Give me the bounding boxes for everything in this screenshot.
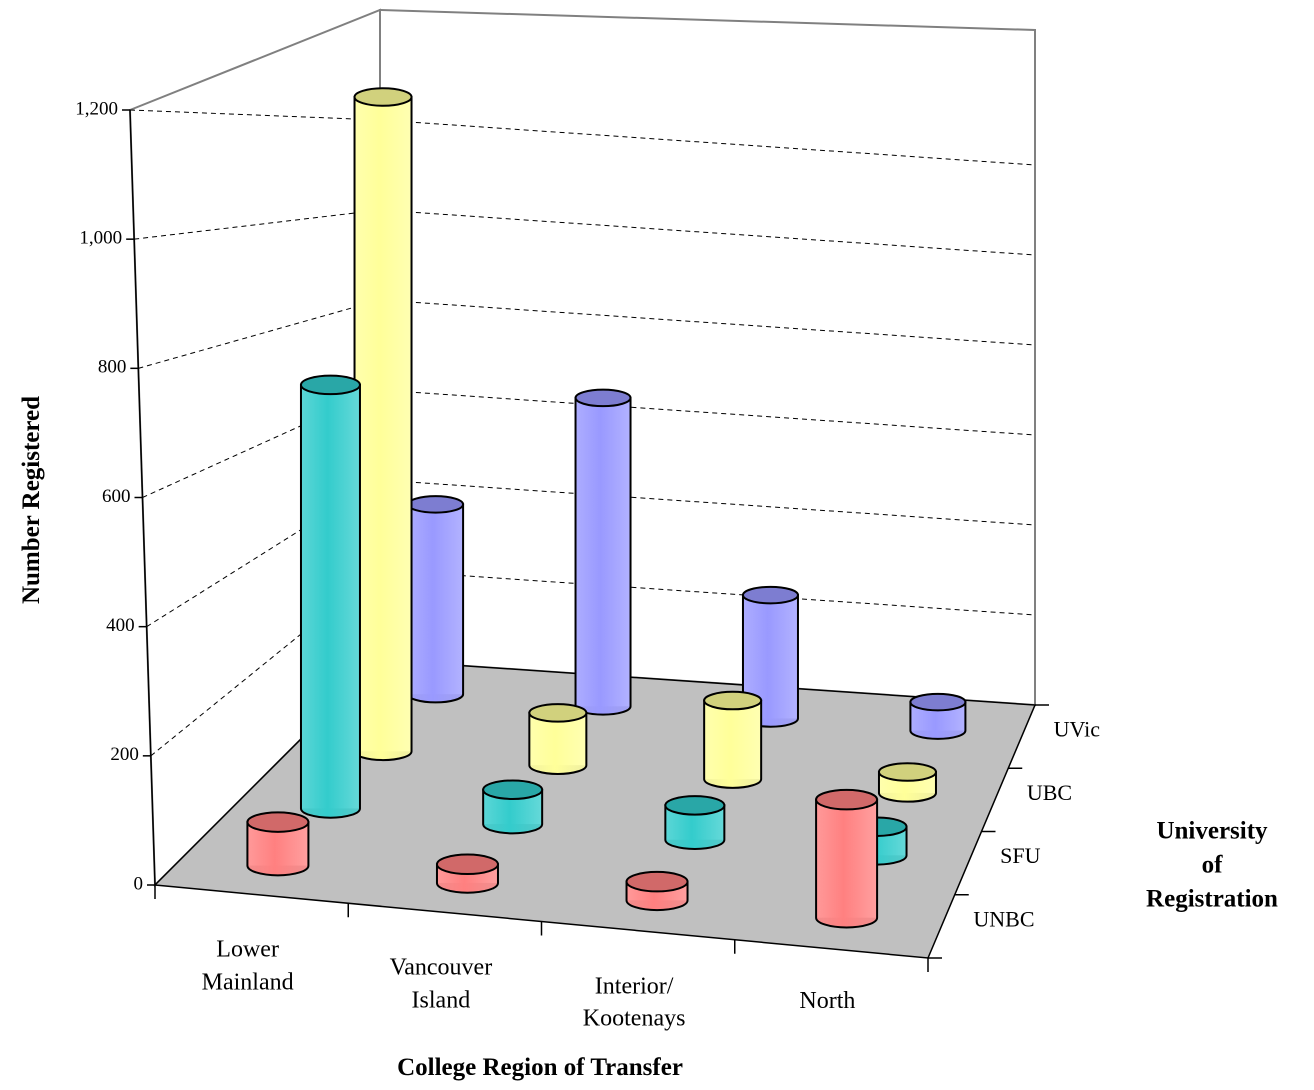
y-axis (129, 109, 156, 886)
cylinder (574, 396, 632, 716)
cylinder-top (353, 87, 413, 107)
z-tick-label: UNBC (973, 906, 1034, 931)
grid-line (379, 119, 1036, 166)
y-tick-label: 0 (134, 873, 144, 894)
x-tick-label: Interior/ Kootenays (582, 973, 686, 1032)
cylinder-top (625, 870, 689, 893)
cylinder-top (528, 703, 588, 723)
cylinder (246, 821, 310, 877)
cylinder (407, 503, 465, 704)
cylinder-top-shade (408, 496, 464, 513)
cylinder-top-shade (626, 871, 688, 892)
y-tick-label: 800 (98, 357, 127, 378)
cylinder (482, 788, 544, 835)
cylinder-top (703, 690, 763, 711)
x-tick-label: Vancouver Island (389, 954, 493, 1014)
cylinder-top-shade (529, 704, 587, 722)
cylinder-top-shade (483, 780, 543, 799)
cylinder-top-shade (354, 88, 412, 106)
cylinder-top (909, 692, 967, 712)
cylinder-top (482, 779, 544, 800)
grid-line (379, 209, 1036, 256)
grid-line (379, 479, 1036, 526)
z-tick-label: SFU (1000, 843, 1040, 868)
cylinder-top-shade (247, 812, 309, 832)
x-tick-label: North (799, 987, 856, 1014)
cylinder-top-shade (300, 375, 360, 395)
y-tick-label: 1,000 (79, 228, 122, 249)
y-tick-label: 200 (110, 744, 139, 765)
z-tick-label: UVic (1054, 717, 1101, 742)
grid-line (129, 109, 381, 121)
x-axis-title: College Region of Transfer (397, 1054, 683, 1082)
cylinder-top (664, 795, 726, 816)
grid-line (379, 299, 1036, 346)
grid-line (379, 389, 1036, 436)
cylinder (815, 798, 879, 929)
x-tick-label: Lower Mainland (201, 936, 294, 996)
y-tick-label: 600 (102, 486, 131, 507)
cylinder-top (435, 853, 499, 876)
cylinder-top (877, 762, 937, 782)
z-axis-title: University of Registration (1146, 817, 1278, 912)
cylinder-top (574, 388, 632, 408)
cylinder-top-shade (436, 854, 498, 875)
y-tick-label: 1,200 (75, 98, 118, 119)
cylinder-top (299, 374, 361, 396)
y-axis-title: Number Registered (18, 395, 46, 605)
cylinder-top (815, 788, 879, 811)
cylinder-top-shade (878, 763, 936, 781)
cylinder-top-shade (575, 389, 631, 407)
cylinder-top-shade (665, 796, 725, 815)
cylinder (528, 711, 588, 775)
grid-line (138, 299, 381, 369)
grid-line (379, 569, 1036, 616)
cylinder (703, 699, 763, 789)
cylinder-top (246, 811, 310, 833)
cylinder (299, 383, 361, 819)
cylinder-top-shade (742, 586, 798, 604)
cylinder-top (741, 585, 799, 605)
cylinder-top-shade (910, 693, 966, 711)
cylinder-top-shade (816, 789, 878, 810)
back-wall (379, 8, 1036, 707)
cylinder (664, 804, 726, 850)
y-tick-label: 400 (106, 615, 135, 636)
cylinder (353, 96, 413, 762)
z-tick-label: UBC (1027, 780, 1072, 805)
cylinder-top-shade (704, 691, 762, 710)
cylinder (909, 701, 967, 740)
